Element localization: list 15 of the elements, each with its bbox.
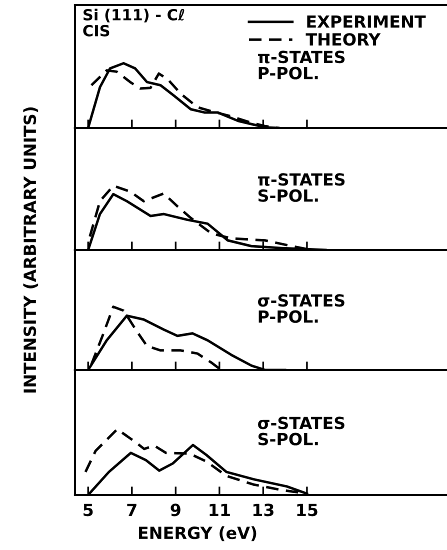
x-tick-label: 13 [253,504,274,516]
x-tick-label: 11 [210,504,230,516]
annotation: σ-STATES P-POL. [258,294,344,323]
x-tick-label: 9 [170,504,180,516]
legend-label: EXPERIMENT [307,16,426,28]
text: Si (111) - Cℓ CIS [83,8,184,36]
annotation: π-STATES P-POL. [258,50,345,80]
y-axis-title: INTENSITY (ARBITRARY UNITS) [23,107,38,393]
annotation: π-STATES S-POL. [258,173,345,202]
x-tick-label: 7 [127,504,136,516]
legend-label: THEORY [306,33,381,46]
annotation: σ-STATES S-POL. [258,416,344,446]
x-tick-label: 15 [297,504,318,516]
x-axis-title: ENERGY (eV) [138,526,256,542]
x-tick-label: 5 [84,504,93,516]
